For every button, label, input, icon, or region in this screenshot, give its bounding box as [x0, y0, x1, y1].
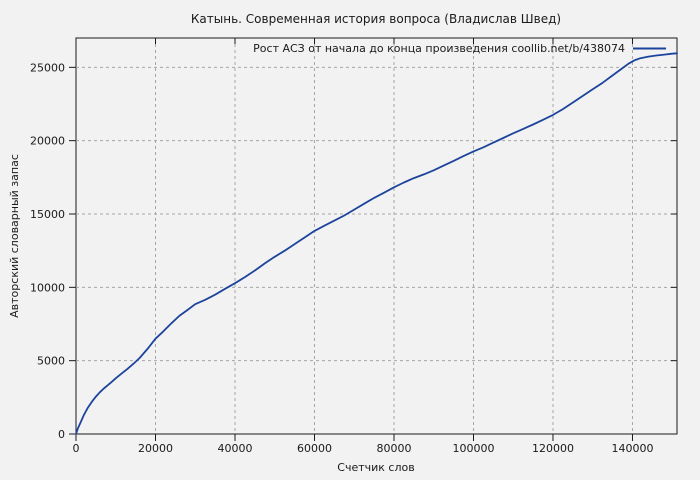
- y-tick-label: 15000: [30, 208, 65, 221]
- x-tick-label: 60000: [297, 442, 332, 455]
- x-tick-label: 140000: [611, 442, 653, 455]
- y-tick-label: 0: [58, 428, 65, 441]
- y-tick-label: 5000: [37, 355, 65, 368]
- x-tick-label: 40000: [217, 442, 252, 455]
- y-tick-labels: 0 5000 10000 15000 20000 25000: [30, 61, 65, 441]
- y-axis-label: Авторский словарный запас: [8, 154, 21, 318]
- x-tick-label: 100000: [452, 442, 494, 455]
- x-tick-labels: 0 20000 40000 60000 80000 100000 120000 140000: [73, 442, 654, 455]
- legend-label: Рост АСЗ от начала до конца произведения…: [253, 42, 625, 55]
- series-line-asz: [75, 52, 678, 435]
- plot-area-border: [75, 37, 678, 435]
- x-tick-label: 20000: [138, 442, 173, 455]
- grid-lines: [76, 38, 677, 434]
- x-tick-label: 80000: [376, 442, 411, 455]
- y-tick-label: 20000: [30, 135, 65, 148]
- x-tick-label: 120000: [532, 442, 574, 455]
- y-tick-label: 10000: [30, 281, 65, 294]
- x-axis-label: Счетчик слов: [337, 461, 414, 474]
- y-tick-label: 25000: [30, 61, 65, 74]
- x-tick-label: 0: [73, 442, 80, 455]
- axis-ticks: [69, 38, 677, 441]
- chart-title: Катынь. Современная история вопроса (Вла…: [191, 12, 561, 26]
